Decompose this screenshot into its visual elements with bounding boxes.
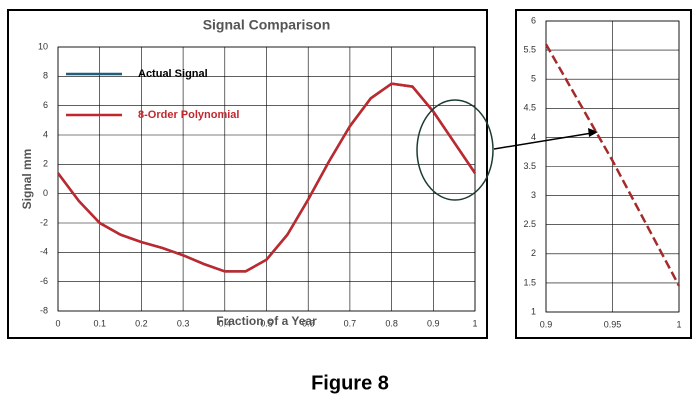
y-tick-label: 1.5	[523, 277, 536, 287]
legend-label: 8-Order Polynomial	[138, 109, 239, 121]
x-tick-label: 0.95	[604, 319, 622, 329]
x-tick-label: 0.2	[135, 318, 148, 328]
data-line	[544, 43, 681, 287]
x-tick-label: 0.9	[540, 319, 553, 329]
x-tick-label: 0	[55, 318, 60, 328]
x-tick-label: 0.8	[385, 318, 398, 328]
y-tick-label: 1	[531, 306, 536, 316]
y-tick-label: -6	[40, 276, 48, 286]
y-tick-label: 5	[531, 74, 536, 84]
x-tick-label: 0.6	[302, 318, 315, 328]
legend-label: Actual Signal	[138, 68, 208, 80]
chart-title: Signal Comparison	[203, 17, 331, 33]
caption: Figure 8	[311, 372, 389, 394]
y-tick-label: -8	[40, 305, 48, 315]
plot-border	[545, 20, 680, 313]
chart-frame	[7, 9, 488, 339]
y-tick-label: 6	[43, 100, 48, 110]
y-axis-label: Signal mm	[20, 149, 34, 210]
y-tick-label: 0	[43, 188, 48, 198]
y-tick-label: 5.5	[523, 44, 536, 54]
y-tick-label: 6	[531, 15, 536, 25]
data-line	[56, 82, 477, 273]
y-tick-label: 3.5	[523, 161, 536, 171]
y-tick-label: 4	[531, 132, 536, 142]
zoom-frame	[515, 9, 692, 339]
x-tick-label: 0.4	[219, 318, 232, 328]
x-tick-label: 0.5	[260, 318, 273, 328]
y-tick-label: 8	[43, 71, 48, 81]
x-tick-label: 0.1	[93, 318, 106, 328]
y-tick-label: 10	[38, 41, 48, 51]
x-tick-label: 1	[676, 319, 681, 329]
arrow-head	[588, 128, 598, 137]
y-tick-label: 4.5	[523, 103, 536, 113]
plot-border	[57, 46, 476, 312]
y-tick-label: 2	[531, 248, 536, 258]
y-tick-label: 3	[531, 190, 536, 200]
x-tick-label: 0.9	[427, 318, 440, 328]
x-tick-label: 0.7	[344, 318, 357, 328]
y-tick-label: 4	[43, 129, 48, 139]
x-tick-label: 0.3	[177, 318, 190, 328]
zoom-arrow	[493, 132, 593, 150]
zoom-ellipse	[416, 99, 494, 201]
x-tick-label: 1	[472, 318, 477, 328]
y-tick-label: -2	[40, 217, 48, 227]
y-tick-label: 2.5	[523, 219, 536, 229]
x-axis-label: Fraction of a Year	[216, 314, 317, 328]
y-tick-label: 2	[43, 159, 48, 169]
y-tick-label: -4	[40, 247, 48, 257]
